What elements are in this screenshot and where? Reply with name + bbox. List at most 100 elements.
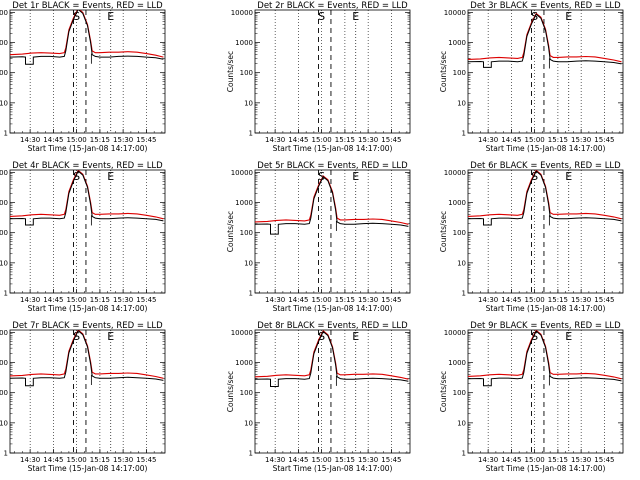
y-tick-label: 1 [249,290,253,298]
event-start-label: S [318,10,325,23]
y-tick-label: 100 [453,229,466,237]
y-tick-label: 10000 [231,169,253,177]
event-start-label: S [73,10,80,23]
data-series [468,170,622,226]
plot-frame [9,329,166,454]
x-tick-label: 14:30 [265,296,285,304]
y-tick-label: 10000 [444,9,466,17]
x-tick-label: 15:15 [90,456,110,464]
event-end-label: E [352,170,359,183]
panel-title: Det 1r BLACK = Events, RED = LLD [12,1,163,11]
y-tick-label: 10000 [231,329,253,337]
x-tick-label: 15:45 [594,136,614,144]
y-tick-label: 1 [462,290,466,298]
y-tick-label: 10 [457,99,466,107]
panel-7: Det 7r BLACK = Events, RED = LLD 1 10 100 10… [0,321,166,473]
x-tick-label: 15:15 [548,296,568,304]
panel-8: Det 8r BLACK = Events, RED = LLD 1 10 100 10… [226,321,411,473]
x-tick-label: 15:15 [548,136,568,144]
events-series-line [10,330,164,387]
event-end-label: E [352,10,359,23]
x-axis-label: Start Time (15-Jan-08 14:17:00) [28,304,148,313]
y-tick-label: 1 [462,450,466,458]
y-tick-label: 1000 [0,39,8,47]
x-tick-label: 14:45 [288,456,308,464]
y-tick-label: 1000 [448,199,466,207]
plot-frame [254,169,411,294]
panel-title: Det 2r BLACK = Events, RED = LLD [257,1,408,11]
panel-title: Det 8r BLACK = Events, RED = LLD [257,321,408,331]
event-end-label: E [107,170,114,183]
event-start-label: S [531,170,538,183]
x-tick-label: 15:30 [358,456,378,464]
y-tick-label: 10 [244,99,253,107]
event-start-label: S [73,170,80,183]
panel-title: Det 9r BLACK = Events, RED = LLD [470,321,621,331]
y-tick-label: 1000 [0,359,8,367]
plot-frame [9,169,166,294]
y-tick-label: 10 [0,259,8,267]
x-tick-label: 15:45 [136,456,156,464]
y-tick-label: 100 [240,229,253,237]
x-tick-label: 15:30 [113,136,133,144]
y-tick-label: 1000 [235,39,253,47]
plot-frame [9,9,166,134]
lld-series-line [468,170,622,220]
x-tick-label: 15:00 [67,456,87,464]
x-tick-label: 14:30 [265,456,285,464]
y-tick-label: 10000 [444,329,466,337]
y-tick-label: 100 [0,389,8,397]
x-tick-label: 15:45 [136,136,156,144]
plot-frame [467,9,624,134]
y-tick-label: 10000 [444,169,466,177]
y-axis-label: Counts/sec [226,371,235,412]
y-tick-label: 100 [453,69,466,77]
lld-series-line [468,330,622,380]
y-tick-label: 1 [4,450,8,458]
data-series [255,175,409,235]
y-tick-label: 1 [249,450,253,458]
x-tick-label: 15:15 [548,456,568,464]
x-tick-label: 15:45 [381,296,401,304]
y-tick-label: 1000 [235,199,253,207]
lld-series-line [10,330,164,379]
y-tick-label: 10 [457,259,466,267]
plot-frame [467,169,624,294]
x-tick-label: 15:30 [358,136,378,144]
x-tick-label: 15:15 [335,136,355,144]
x-tick-label: 15:15 [90,296,110,304]
y-tick-label: 100 [240,389,253,397]
y-tick-label: 10000 [0,169,8,177]
y-tick-label: 10 [244,259,253,267]
event-start-label: S [531,330,538,343]
events-series-line [468,13,622,68]
panel-title: Det 5r BLACK = Events, RED = LLD [257,161,408,171]
x-tick-label: 15:30 [571,136,591,144]
y-tick-label: 10 [244,419,253,427]
y-tick-label: 1 [462,130,466,138]
x-tick-label: 15:45 [594,456,614,464]
y-tick-label: 1 [4,130,8,138]
y-tick-label: 1000 [448,359,466,367]
x-tick-label: 15:00 [525,296,545,304]
y-tick-label: 10 [457,419,466,427]
x-tick-label: 15:30 [358,296,378,304]
x-tick-label: 15:30 [571,456,591,464]
data-series [10,10,164,65]
y-tick-label: 1000 [235,359,253,367]
data-series [255,330,409,387]
x-tick-label: 15:15 [90,136,110,144]
panel-2: Det 2r BLACK = Events, RED = LLD 1 10 100 10… [226,1,411,153]
event-end-label: E [565,10,572,23]
x-tick-label: 14:45 [501,456,521,464]
y-axis-label: Counts/sec [226,51,235,92]
x-axis-label: Start Time (15-Jan-08 14:17:00) [28,144,148,153]
x-axis-label: Start Time (15-Jan-08 14:17:00) [273,304,393,313]
plot-frame [254,9,411,134]
panel-4: Det 4r BLACK = Events, RED = LLD 1 10 100 10… [0,161,166,313]
x-tick-label: 14:45 [43,456,63,464]
x-tick-label: 15:30 [113,456,133,464]
lld-series-line [10,10,164,58]
x-tick-label: 15:45 [594,296,614,304]
